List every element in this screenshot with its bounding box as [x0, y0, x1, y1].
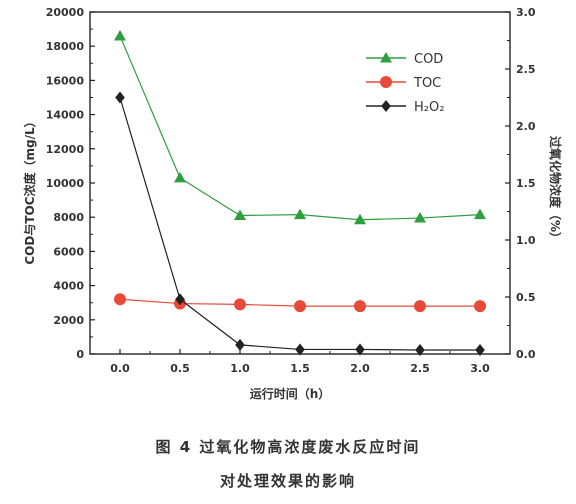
x-tick-label: 1.5 [290, 362, 310, 375]
x-tick-label: 3.0 [470, 362, 490, 375]
figure-caption-line-1: 图 4 过氧化物高浓度废水反应时间 [155, 438, 421, 456]
y-right-tick-label: 2.0 [516, 120, 536, 133]
chart-legend: COD TOC H₂O₂ [366, 52, 444, 115]
data-point-h2o2 [115, 91, 125, 104]
y-axis-right-title: 过氧化物浓度（%） [548, 136, 563, 244]
data-point-h2o2 [295, 343, 305, 356]
data-point-toc [294, 300, 306, 313]
data-point-toc [354, 300, 366, 313]
y-left-tick-label: 10000 [46, 177, 85, 190]
y-right-tick-label: 3.0 [516, 6, 536, 19]
y-right-tick-label: 1.0 [516, 234, 536, 247]
data-point-cod [174, 171, 186, 183]
data-point-h2o2 [475, 344, 485, 357]
y-left-tick-label: 14000 [46, 109, 85, 122]
y-right-tick-label: 0.5 [516, 291, 536, 304]
x-tick-label: 0.5 [170, 362, 190, 375]
chart-svg: 0 2000 4000 6000 8000 10000 12000 14000 16000 180… [22, 6, 563, 401]
y-left-tick-label: 4000 [53, 280, 84, 293]
data-point-toc [474, 300, 486, 313]
x-axis-title: 运行时间（h） [250, 386, 331, 401]
y-left-tick-label: 16000 [46, 74, 85, 87]
data-point-h2o2 [355, 343, 365, 356]
y-left-tick-label: 6000 [53, 245, 84, 258]
data-point-h2o2 [415, 344, 425, 357]
x-tick-label: 2.0 [350, 362, 370, 375]
data-point-cod [354, 213, 366, 225]
y-axis-left-title: COD与TOC浓度（mg/L） [22, 115, 37, 264]
y-right-tick-label: 1.5 [516, 177, 536, 190]
data-point-toc [114, 293, 126, 306]
chart-ticks: 0 2000 4000 6000 8000 10000 12000 14000 16000 180… [46, 6, 536, 375]
x-tick-label: 0.0 [110, 362, 130, 375]
chart-plot-area [114, 29, 486, 357]
y-left-tick-label: 20000 [46, 6, 85, 19]
legend-marker-toc [380, 76, 392, 88]
data-point-cod [294, 208, 306, 220]
y-left-tick-label: 12000 [46, 143, 85, 156]
data-point-h2o2 [175, 293, 185, 306]
data-point-cod [474, 208, 486, 220]
data-point-toc [234, 298, 246, 311]
data-point-cod [414, 212, 426, 223]
legend-label-h2o2: H₂O₂ [414, 100, 444, 115]
legend-label-cod: COD [414, 52, 443, 67]
x-tick-label: 2.5 [410, 362, 430, 375]
y-left-tick-label: 18000 [46, 40, 85, 53]
legend-marker-cod [380, 52, 392, 63]
data-point-h2o2 [235, 338, 245, 351]
figure-caption-line-2: 对处理效果的影响 [219, 472, 356, 490]
y-left-tick-label: 0 [76, 348, 84, 361]
data-point-cod [114, 29, 126, 41]
series-line-h2o2 [119, 97, 480, 351]
y-right-tick-label: 0.0 [516, 348, 536, 361]
data-point-cod [234, 209, 246, 220]
y-left-tick-label: 2000 [53, 314, 84, 327]
data-point-toc [414, 300, 426, 313]
legend-label-toc: TOC [413, 76, 441, 91]
x-tick-label: 1.0 [230, 362, 250, 375]
legend-marker-h2o2 [381, 100, 391, 112]
y-right-tick-label: 2.5 [516, 63, 536, 76]
y-left-tick-label: 8000 [53, 211, 84, 224]
